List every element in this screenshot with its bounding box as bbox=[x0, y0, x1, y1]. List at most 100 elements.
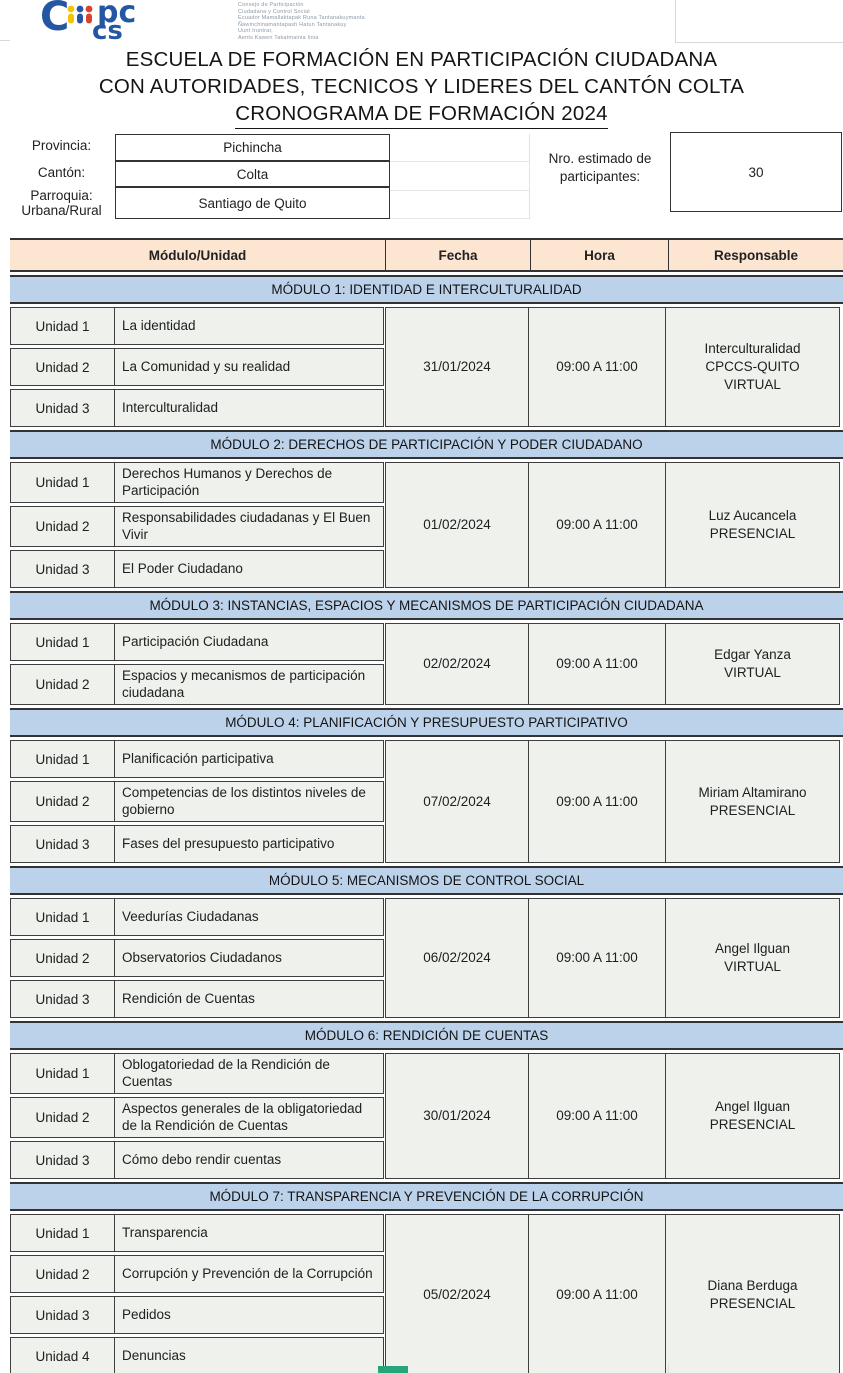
module-header-bar[interactable]: MÓDULO 2: DERECHOS DE PARTICIPACIÓN Y PO… bbox=[10, 430, 843, 459]
unit-topic-cell[interactable]: Transparencia bbox=[114, 1214, 384, 1252]
logo-text: Consejo de Participación Ciudadana y Con… bbox=[238, 0, 365, 42]
unit-name-cell[interactable]: Unidad 2 bbox=[10, 1097, 115, 1138]
unit-name-cell[interactable]: Unidad 1 bbox=[10, 1214, 115, 1252]
unit-topic-cell[interactable]: Derechos Humanos y Derechos de Participa… bbox=[114, 462, 384, 503]
responsable-cell[interactable]: Luz Aucancela PRESENCIAL bbox=[665, 462, 840, 588]
unit-name-cell[interactable]: Unidad 1 bbox=[10, 307, 115, 345]
table-header-row: Módulo/Unidad Fecha Hora Responsable bbox=[10, 238, 843, 272]
fecha-cell[interactable]: 07/02/2024 bbox=[385, 740, 529, 863]
logo-text-line: Ñawinchinamantapash Hatun Tantanakuy bbox=[238, 21, 347, 28]
parroquia-label-line: Urbana/Rural bbox=[21, 203, 102, 218]
unit-topic-cell[interactable]: Oblogatoriedad de la Rendición de Cuenta… bbox=[114, 1053, 384, 1094]
fecha-cell[interactable]: 01/02/2024 bbox=[385, 462, 529, 588]
header-fecha[interactable]: Fecha bbox=[385, 240, 530, 270]
gridline bbox=[668, 1363, 669, 1373]
unit-row: Unidad 3 Interculturalidad bbox=[10, 389, 384, 427]
unit-topic-cell[interactable]: Aspectos generales de la obligatoriedad … bbox=[114, 1097, 384, 1138]
fecha-cell[interactable]: 02/02/2024 bbox=[385, 623, 529, 705]
unit-topic-cell[interactable]: La identidad bbox=[114, 307, 384, 345]
fecha-cell[interactable]: 05/02/2024 bbox=[385, 1214, 529, 1373]
hora-cell[interactable]: 09:00 A 11:00 bbox=[528, 898, 666, 1018]
selection-fill-handle[interactable] bbox=[378, 1366, 408, 1373]
header-responsable[interactable]: Responsable bbox=[668, 240, 843, 270]
module-header-bar[interactable]: MÓDULO 3: INSTANCIAS, ESPACIOS Y MECANIS… bbox=[10, 591, 843, 620]
unit-row: Unidad 3 El Poder Ciudadano bbox=[10, 550, 384, 588]
unit-name-cell[interactable]: Unidad 2 bbox=[10, 781, 115, 822]
module-header-bar[interactable]: MÓDULO 6: RENDICIÓN DE CUENTAS bbox=[10, 1021, 843, 1050]
unit-topic-cell[interactable]: Responsabilidades ciudadanas y El Buen V… bbox=[114, 506, 384, 547]
logo-text-line: Ecuador Mamallaktapak Runa Tantanakuyman… bbox=[238, 15, 365, 22]
header-modulo-unidad[interactable]: Módulo/Unidad bbox=[148, 247, 247, 263]
module-title: MÓDULO 3: INSTANCIAS, ESPACIOS Y MECANIS… bbox=[149, 598, 704, 613]
logo-row: C pc cs Consejo de Participación Ciudada… bbox=[0, 0, 843, 43]
responsable-cell[interactable]: Interculturalidad CPCCS-QUITO VIRTUAL bbox=[665, 307, 840, 427]
module-header-bar[interactable]: MÓDULO 5: MECANISMOS DE CONTROL SOCIAL bbox=[10, 866, 843, 895]
module-section: MÓDULO 1: IDENTIDAD E INTERCULTURALIDAD … bbox=[10, 275, 843, 427]
unit-topic-cell[interactable]: Pedidos bbox=[114, 1296, 384, 1334]
unit-name-cell[interactable]: Unidad 2 bbox=[10, 348, 115, 386]
responsable-line: Angel Ilguan bbox=[714, 941, 791, 956]
unit-name-cell[interactable]: Unidad 2 bbox=[10, 664, 115, 705]
hora-cell[interactable]: 09:00 A 11:00 bbox=[528, 623, 666, 705]
unit-topic-cell[interactable]: Planificación participativa bbox=[114, 740, 384, 778]
unit-name-cell[interactable]: Unidad 1 bbox=[10, 740, 115, 778]
responsable-cell[interactable]: Diana Berduga PRESENCIAL bbox=[665, 1214, 840, 1373]
fecha-cell[interactable]: 06/02/2024 bbox=[385, 898, 529, 1018]
unit-topic-cell[interactable]: El Poder Ciudadano bbox=[114, 550, 384, 588]
unit-name-cell[interactable]: Unidad 3 bbox=[10, 1141, 115, 1179]
responsable-cell[interactable]: Edgar Yanza VIRTUAL bbox=[665, 623, 840, 705]
unit-topic-cell[interactable]: Interculturalidad bbox=[114, 389, 384, 427]
unit-topic-cell[interactable]: Participación Ciudadana bbox=[114, 623, 384, 661]
unit-topic-cell[interactable]: Fases del presupuesto participativo bbox=[114, 825, 384, 863]
unit-name-cell[interactable]: Unidad 1 bbox=[10, 623, 115, 661]
hora-cell[interactable]: 09:00 A 11:00 bbox=[528, 1214, 666, 1373]
unit-topic-cell[interactable]: Cómo debo rendir cuentas bbox=[114, 1141, 384, 1179]
module-header-bar[interactable]: MÓDULO 7: TRANSPARENCIA Y PREVENCIÓN DE … bbox=[10, 1182, 843, 1211]
unit-topic-cell[interactable]: Veedurías Ciudadanas bbox=[114, 898, 384, 936]
responsable-cell[interactable]: Angel Ilguan PRESENCIAL bbox=[665, 1053, 840, 1179]
unit-topic-cell[interactable]: Corrupción y Prevención de la Corrupción bbox=[114, 1255, 384, 1293]
header-hora[interactable]: Hora bbox=[530, 240, 668, 270]
responsable-line: PRESENCIAL bbox=[709, 526, 796, 541]
unit-topic-cell[interactable]: Denuncias bbox=[114, 1337, 384, 1373]
module-header-bar[interactable]: MÓDULO 1: IDENTIDAD E INTERCULTURALIDAD bbox=[10, 275, 843, 304]
fecha-cell[interactable]: 30/01/2024 bbox=[385, 1053, 529, 1179]
participants-label-line: Nro. estimado de bbox=[548, 151, 652, 166]
hora-cell[interactable]: 09:00 A 11:00 bbox=[528, 740, 666, 863]
unit-name-cell[interactable]: Unidad 4 bbox=[10, 1337, 115, 1373]
unit-name-cell[interactable]: Unidad 1 bbox=[10, 898, 115, 936]
participants-value-cell[interactable]: 30 bbox=[670, 132, 842, 212]
unit-topic-cell[interactable]: Espacios y mecanismos de participación c… bbox=[114, 664, 384, 705]
provincia-value-cell[interactable]: Pichincha bbox=[115, 134, 390, 161]
canton-value-cell[interactable]: Colta bbox=[115, 161, 390, 187]
module-section: MÓDULO 5: MECANISMOS DE CONTROL SOCIAL U… bbox=[10, 866, 843, 1018]
unit-topic-cell[interactable]: Observatorios Ciudadanos bbox=[114, 939, 384, 977]
module-title: MÓDULO 1: IDENTIDAD E INTERCULTURALIDAD bbox=[271, 282, 582, 297]
responsable-cell[interactable]: Angel Ilguan VIRTUAL bbox=[665, 898, 840, 1018]
responsable-cell[interactable]: Miriam Altamirano PRESENCIAL bbox=[665, 740, 840, 863]
unit-name-cell[interactable]: Unidad 2 bbox=[10, 1255, 115, 1293]
unit-row: Unidad 2 Corrupción y Prevención de la C… bbox=[10, 1255, 384, 1293]
unit-name-cell[interactable]: Unidad 3 bbox=[10, 1296, 115, 1334]
hora-cell[interactable]: 09:00 A 11:00 bbox=[528, 307, 666, 427]
unit-name-cell[interactable]: Unidad 3 bbox=[10, 389, 115, 427]
unit-name-cell[interactable]: Unidad 3 bbox=[10, 825, 115, 863]
unit-name-cell[interactable]: Unidad 1 bbox=[10, 462, 115, 503]
unit-name-cell[interactable]: Unidad 3 bbox=[10, 980, 115, 1018]
unit-name-cell[interactable]: Unidad 2 bbox=[10, 939, 115, 977]
unit-name-cell[interactable]: Unidad 1 bbox=[10, 1053, 115, 1094]
parroquia-value-cell[interactable]: Santiago de Quito bbox=[115, 187, 390, 219]
fecha-cell[interactable]: 31/01/2024 bbox=[385, 307, 529, 427]
logo-text-line: Consejo de Participación bbox=[238, 2, 304, 8]
unit-topic-cell[interactable]: Rendición de Cuentas bbox=[114, 980, 384, 1018]
empty-gridcells bbox=[390, 134, 530, 219]
unit-topic-cell[interactable]: La Comunidad y su realidad bbox=[114, 348, 384, 386]
module-header-bar[interactable]: MÓDULO 4: PLANIFICACIÓN Y PRESUPUESTO PA… bbox=[10, 708, 843, 737]
unit-name-cell[interactable]: Unidad 2 bbox=[10, 506, 115, 547]
hora-cell[interactable]: 09:00 A 11:00 bbox=[528, 1053, 666, 1179]
hora-cell[interactable]: 09:00 A 11:00 bbox=[528, 462, 666, 588]
units-column: Unidad 1 La identidad Unidad 2 La Comuni… bbox=[10, 307, 384, 427]
unit-topic-cell[interactable]: Competencias de los distintos niveles de… bbox=[114, 781, 384, 822]
responsable-line: VIRTUAL bbox=[724, 959, 781, 974]
unit-name-cell[interactable]: Unidad 3 bbox=[10, 550, 115, 588]
